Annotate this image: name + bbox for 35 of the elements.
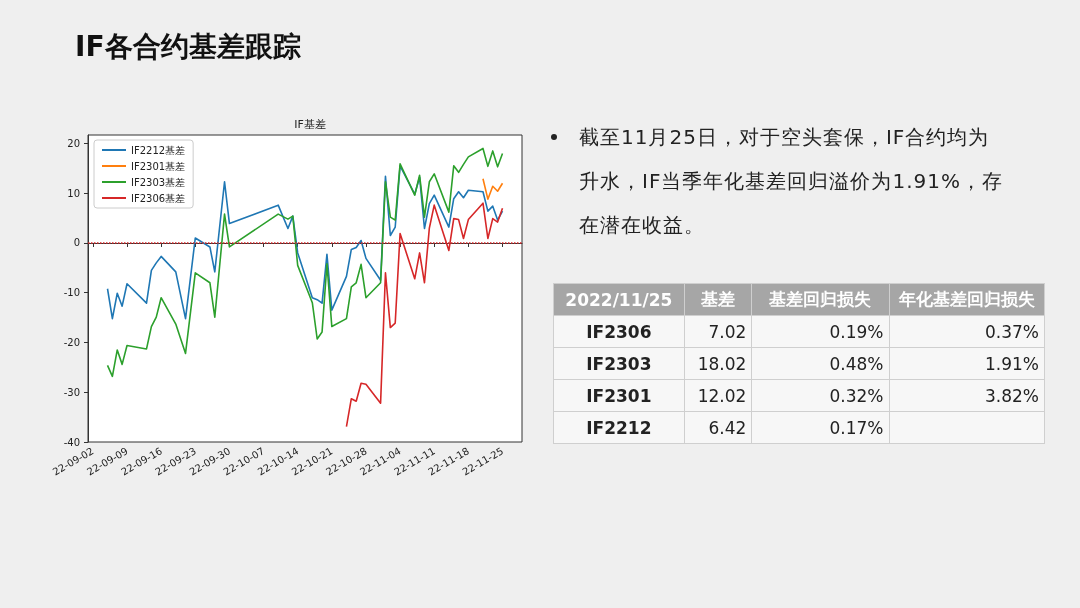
text: IF2301	[553, 379, 685, 412]
text: 6.42	[684, 411, 752, 444]
legend-label: IF2212基差	[131, 144, 186, 156]
text: 年化基差回归损失	[889, 283, 1045, 316]
y-tick-label: -30	[63, 386, 80, 398]
text: 0.17%	[751, 411, 890, 444]
text: 0.37%	[889, 315, 1045, 348]
text: 基差	[684, 283, 752, 316]
chart-subtitle: IF基差	[294, 118, 326, 131]
text: 0.32%	[751, 379, 890, 412]
text: 截至11月25日，对于空头套保，IF合约均为升水，IF当季年化基差回归溢价为1.91%，存在潜在收益。	[579, 124, 1004, 239]
text: 基差回归损失	[751, 283, 890, 316]
y-tick-label: -40	[63, 436, 80, 448]
y-tick-label: 20	[67, 137, 80, 149]
text: IF2212	[553, 411, 685, 444]
line-series	[106, 147, 504, 378]
text: 0.48%	[751, 347, 890, 380]
legend-label: IF2301基差	[131, 160, 186, 172]
y-tick-label: 0	[73, 237, 80, 249]
text: 3.82%	[889, 379, 1045, 412]
text: 18.02	[684, 347, 752, 380]
text: IF2306	[553, 315, 685, 348]
chart-title: IF各合约基差跟踪	[75, 29, 301, 65]
y-tick-label: -10	[63, 287, 80, 299]
legend-label: IF2306基差	[131, 192, 186, 204]
text: 7.02	[684, 315, 752, 348]
text: 12.02	[684, 379, 752, 412]
y-tick-label: 10	[67, 187, 80, 199]
text: 1.91%	[889, 347, 1045, 380]
text: 2022/11/25	[553, 283, 685, 316]
text: 0.19%	[751, 315, 890, 348]
y-tick-label: -20	[63, 336, 80, 348]
legend-label: IF2303基差	[131, 176, 186, 188]
text: IF2303	[553, 347, 685, 380]
line-series	[482, 177, 504, 200]
